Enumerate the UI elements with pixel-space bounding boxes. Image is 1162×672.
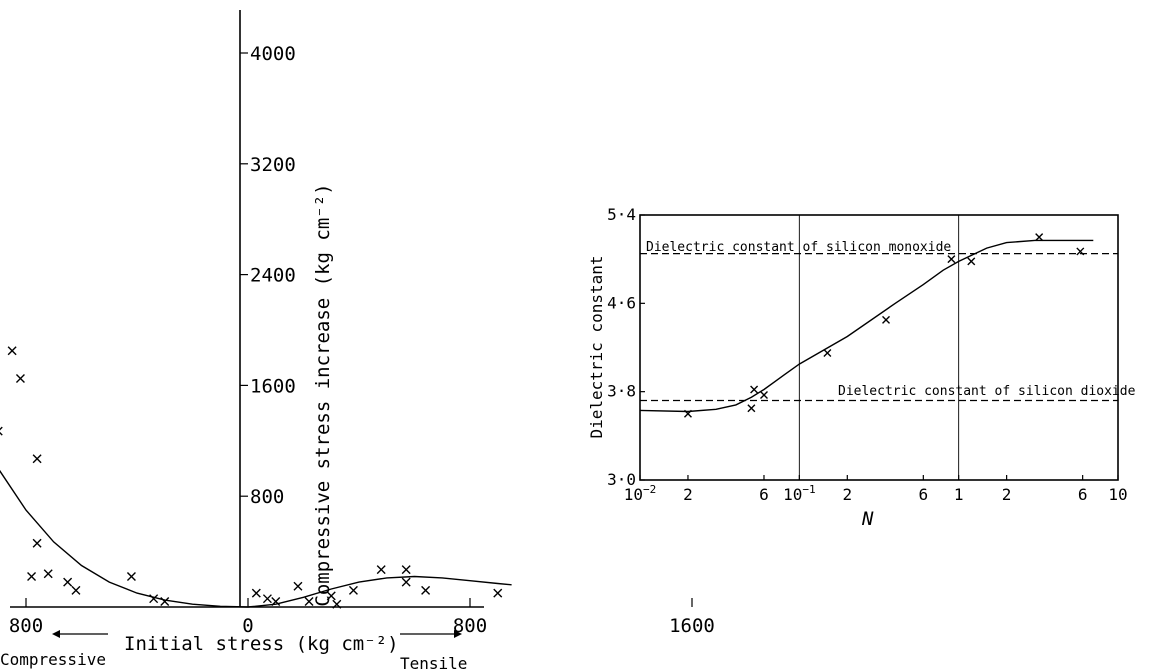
data-point [947,255,956,264]
data-point [750,385,759,394]
data-point [71,585,81,595]
trend-curve [639,239,1094,413]
y-tick-label: 4000 [250,43,296,65]
data-point [32,538,42,548]
data-point [683,409,692,418]
x-ticks: 160080008001600 [9,598,715,637]
data-point [493,588,503,598]
data-point [7,346,17,356]
x-tick-label: 6 [918,485,928,504]
y-tick-label: 3·0 [607,470,636,489]
y-ticks: 800 1600 2400 3200 4000 [240,43,296,508]
x-tick-label: 800 [453,615,487,637]
compressive-arrow-head [52,630,60,638]
y-tick-label: 3·8 [607,382,636,401]
x-tick-label: 1 [954,485,964,504]
data-point [43,569,53,579]
data-point [0,426,3,436]
data-point [126,572,136,582]
data-point [759,390,768,399]
x-axis-label: N [861,508,874,530]
data-point [304,596,314,606]
compressive-label: Compressive [0,650,106,669]
data-point [149,594,159,604]
trend-curve [247,575,512,608]
data-point [332,599,342,609]
data-point [262,594,272,604]
x-tick-label: 10 [1108,485,1127,504]
x-ticks: 10−2 2 6 10−1 2 6 1 2 6 10 [624,475,1128,504]
y-tick-label: 800 [250,486,284,508]
x-tick-label: 10−1 [783,483,816,504]
y-tick-label: 4·6 [607,293,636,312]
fitted-curves [0,469,512,608]
x-tick-label: 0 [242,615,253,637]
y-axis-label: Compressive stress increase (kg cm⁻²) [312,183,334,606]
dielectric-chart: 3·0 3·8 4·6 5·4 10−2 2 6 10−1 2 6 1 2 6 10 Dielectri… [587,205,1136,530]
data-point [882,315,891,324]
data-point [326,591,336,601]
data-point [15,373,25,383]
data-point [1076,247,1085,256]
x-tick-label: 6 [1078,485,1088,504]
data-point [1035,233,1044,242]
y-tick-label: 1600 [250,375,296,397]
plot-frame [639,214,1119,481]
data-point [376,565,386,575]
data-point [63,577,73,587]
stress-chart: 1600 800 0 800 1600 800 1600 2400 3200 4000 Init… [0,10,715,672]
monoxide-label: Dielectric constant of silicon monoxide [646,240,951,255]
y-ticks: 3·0 3·8 4·6 5·4 [607,205,645,489]
x-tick-label: 2 [683,485,693,504]
data-points [0,346,503,609]
y-tick-label: 3200 [250,154,296,176]
data-point [27,572,37,582]
data-point [271,596,281,606]
data-point [160,596,170,606]
data-points [683,233,1085,418]
data-point [823,349,832,358]
trend-curve [0,469,249,608]
data-point [348,585,358,595]
reference-lines [640,252,1118,402]
data-point [421,585,431,595]
tensile-label: Tensile [400,654,467,672]
x-tick-label: 800 [9,615,43,637]
x-tick-label: 1600 [669,615,715,637]
x-tick-label: 10−2 [624,483,657,504]
data-point [293,581,303,591]
y-axis-label: Dielectric constant [587,255,606,438]
y-tick-label: 2400 [250,265,296,287]
x-axis-label: Initial stress (kg cm⁻²) [124,633,399,655]
data-point [967,257,976,266]
data-point [747,404,756,413]
data-point [32,454,42,464]
x-tick-label: 6 [759,485,769,504]
data-point [401,565,411,575]
y-tick-label: 5·4 [607,205,636,224]
tensile-arrow-head [454,630,462,638]
data-point [401,577,411,587]
x-tick-label: 2 [1002,485,1012,504]
dioxide-label: Dielectric constant of silicon dioxide [838,384,1136,399]
fitted-curve [639,239,1094,413]
data-point [251,588,261,598]
vertical-gridlines [798,215,960,480]
x-tick-label: 2 [842,485,852,504]
